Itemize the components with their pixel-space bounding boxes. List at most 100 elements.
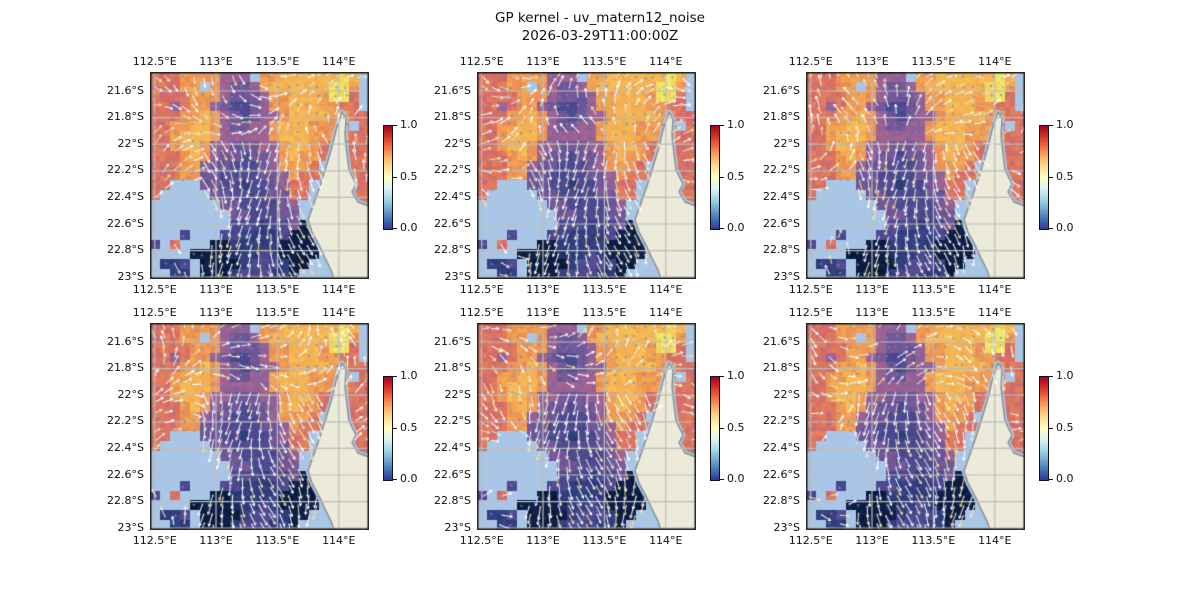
x-tick-label-top: 112.5°E bbox=[459, 306, 504, 319]
colorbar-r1c2 bbox=[710, 125, 720, 230]
y-tick-label: 22.2°S bbox=[107, 163, 144, 177]
colorbar-tick bbox=[720, 228, 724, 229]
y-tick-label: 23°S bbox=[773, 269, 800, 283]
x-tick-label-top: 114°E bbox=[649, 306, 683, 319]
x-tick-label-bottom: 114°E bbox=[322, 283, 356, 296]
y-tick-label: 22.8°S bbox=[434, 494, 471, 508]
colorbar-tick-label: 0.0 bbox=[1056, 221, 1074, 234]
colorbar-tick-label: 0.5 bbox=[400, 420, 418, 434]
map-canvas-r1c2 bbox=[477, 72, 696, 279]
colorbar-tick-label: 0.5 bbox=[1056, 169, 1074, 183]
colorbar-r2c1 bbox=[383, 376, 393, 481]
x-tick-label-bottom: 113°E bbox=[855, 283, 889, 296]
x-tick-label-top: 113°E bbox=[526, 55, 560, 68]
colorbar-tick-label: 0.0 bbox=[1056, 472, 1074, 485]
colorbar-tick-label: 0.0 bbox=[400, 221, 418, 234]
panel-r2c3: 112.5°E 112.5°E 113°E 113°E 113.5°E 113.5°E 11… bbox=[736, 303, 1116, 573]
y-tick-label: 22°S bbox=[773, 136, 800, 150]
colorbar-tick bbox=[1049, 176, 1053, 178]
colorbar-tick bbox=[720, 125, 724, 126]
x-tick-label-top: 112.5°E bbox=[459, 55, 504, 68]
x-tick-label-bottom: 113.5°E bbox=[911, 283, 956, 296]
y-tick-label: 21.6°S bbox=[763, 334, 800, 348]
x-tick-label-top: 112.5°E bbox=[788, 55, 833, 68]
x-tick-label-bottom: 112.5°E bbox=[788, 283, 833, 296]
y-tick-label: 22.2°S bbox=[434, 414, 471, 428]
figure-title: GP kernel - uv_matern12_noise bbox=[495, 10, 705, 26]
y-tick-label: 22.8°S bbox=[763, 494, 800, 508]
y-tick-label: 21.8°S bbox=[107, 110, 144, 124]
x-tick-label-top: 113.5°E bbox=[911, 55, 956, 68]
y-tick-label: 23°S bbox=[117, 269, 144, 283]
x-tick-label-bottom: 113.5°E bbox=[582, 283, 627, 296]
colorbar-r2c3 bbox=[1039, 376, 1049, 481]
colorbar-tick-label: 0.5 bbox=[1056, 420, 1074, 434]
colorbar-tick bbox=[393, 228, 397, 229]
x-tick-label-bottom: 114°E bbox=[649, 283, 683, 296]
x-tick-label-top: 112.5°E bbox=[132, 306, 177, 319]
x-tick-label-top: 113°E bbox=[855, 306, 889, 319]
x-tick-label-top: 113.5°E bbox=[582, 306, 627, 319]
y-tick-label: 22.4°S bbox=[763, 189, 800, 203]
colorbar-tick bbox=[720, 176, 724, 178]
panel-r1c3: 112.5°E 112.5°E 113°E 113°E 113.5°E 113.5°E 11… bbox=[736, 52, 1116, 322]
colorbar-tick-label: 1.0 bbox=[400, 369, 418, 382]
colorbar-tick-label: 0.0 bbox=[727, 221, 745, 234]
x-tick-label-bottom: 113°E bbox=[526, 283, 560, 296]
figure-subtitle-timestamp: 2026-03-29T11:00:00Z bbox=[521, 28, 679, 44]
colorbar-tick bbox=[393, 479, 397, 480]
x-tick-label-bottom: 114°E bbox=[978, 283, 1012, 296]
colorbar-tick bbox=[1049, 427, 1053, 429]
x-tick-label-bottom: 114°E bbox=[978, 534, 1012, 547]
colorbar-tick bbox=[1049, 376, 1053, 377]
y-tick-label: 22.4°S bbox=[434, 440, 471, 454]
y-tick-label: 23°S bbox=[773, 520, 800, 534]
x-tick-label-bottom: 112.5°E bbox=[459, 534, 504, 547]
colorbar-tick bbox=[720, 427, 724, 429]
x-tick-label-top: 114°E bbox=[649, 55, 683, 68]
x-tick-label-bottom: 112.5°E bbox=[132, 534, 177, 547]
colorbar-tick-label: 0.5 bbox=[400, 169, 418, 183]
y-tick-label: 21.6°S bbox=[763, 83, 800, 97]
panel-r1c2: 112.5°E 112.5°E 113°E 113°E 113.5°E 113.5°E 11… bbox=[407, 52, 787, 322]
panel-r2c2: 112.5°E 112.5°E 113°E 113°E 113.5°E 113.5°E 11… bbox=[407, 303, 787, 573]
y-tick-label: 22.2°S bbox=[763, 163, 800, 177]
y-tick-label: 21.8°S bbox=[107, 361, 144, 375]
x-tick-label-top: 113°E bbox=[199, 55, 233, 68]
x-tick-label-top: 113.5°E bbox=[255, 55, 300, 68]
y-tick-label: 22.2°S bbox=[107, 414, 144, 428]
y-tick-label: 22.4°S bbox=[107, 440, 144, 454]
y-tick-label: 21.6°S bbox=[107, 334, 144, 348]
y-tick-label: 21.8°S bbox=[434, 361, 471, 375]
colorbar-tick-label: 1.0 bbox=[727, 369, 745, 382]
map-canvas-r2c1 bbox=[150, 323, 369, 530]
y-tick-label: 22.4°S bbox=[763, 440, 800, 454]
panel-r2c1: 112.5°E 112.5°E 113°E 113°E 113.5°E 113.5°E 11… bbox=[80, 303, 460, 573]
panel-r1c1: 112.5°E 112.5°E 113°E 113°E 113.5°E 113.5°E 11… bbox=[80, 52, 460, 322]
x-tick-label-top: 114°E bbox=[978, 55, 1012, 68]
x-tick-label-bottom: 113°E bbox=[199, 534, 233, 547]
y-tick-label: 22°S bbox=[117, 136, 144, 150]
y-tick-label: 22.6°S bbox=[107, 216, 144, 230]
x-tick-label-bottom: 113.5°E bbox=[911, 534, 956, 547]
x-tick-label-bottom: 113°E bbox=[855, 534, 889, 547]
y-tick-label: 22.8°S bbox=[107, 243, 144, 257]
colorbar-r1c1 bbox=[383, 125, 393, 230]
y-tick-label: 23°S bbox=[444, 520, 471, 534]
colorbar-tick-label: 0.0 bbox=[400, 472, 418, 485]
x-tick-label-top: 113°E bbox=[199, 306, 233, 319]
x-tick-label-top: 114°E bbox=[322, 306, 356, 319]
x-tick-label-bottom: 113.5°E bbox=[255, 283, 300, 296]
x-tick-label-top: 114°E bbox=[978, 306, 1012, 319]
x-tick-label-bottom: 112.5°E bbox=[132, 283, 177, 296]
y-tick-label: 22°S bbox=[444, 136, 471, 150]
x-tick-label-top: 112.5°E bbox=[132, 55, 177, 68]
y-tick-label: 22.2°S bbox=[434, 163, 471, 177]
x-tick-label-bottom: 114°E bbox=[322, 534, 356, 547]
colorbar-tick bbox=[393, 125, 397, 126]
x-tick-label-top: 113.5°E bbox=[582, 55, 627, 68]
colorbar-tick-label: 1.0 bbox=[400, 118, 418, 131]
x-tick-label-top: 113.5°E bbox=[911, 306, 956, 319]
x-tick-label-top: 113°E bbox=[855, 55, 889, 68]
